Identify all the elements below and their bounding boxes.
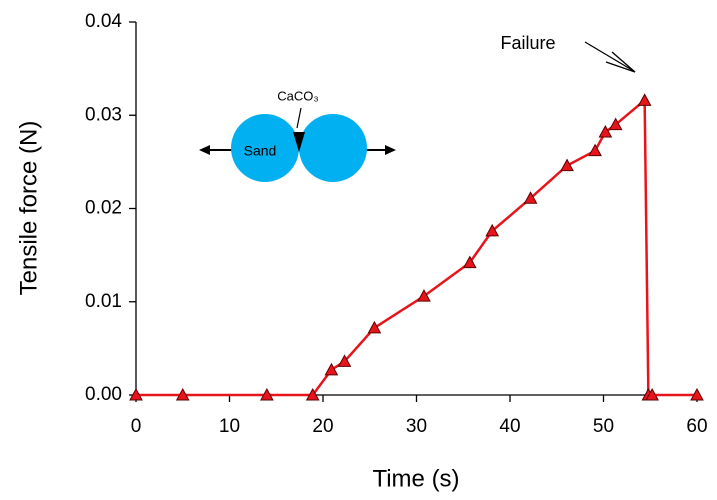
marker [367,320,382,334]
leader-line [296,107,302,129]
y-tick-label: 0.01 [85,291,122,312]
failure-arrow [584,41,636,73]
marker [260,387,274,401]
marker [485,223,500,237]
marker [523,191,538,204]
marker [129,387,143,401]
marker [417,289,431,302]
arrowhead [385,145,396,155]
annotation: CaCO₃ [277,88,318,103]
inset-diagram: CaCO₃ Sand [199,88,396,182]
marker [608,117,623,131]
annotation: Sand [244,143,277,159]
series-line [136,97,697,397]
y-axis-label: Tensile force (N) [15,121,42,296]
x-tick-label: 0 [131,416,142,437]
marker [305,387,320,401]
x-tick-label: 30 [406,416,427,437]
arrowhead [605,51,636,73]
x-tick-label: 20 [312,416,333,437]
cement-bond [293,132,305,152]
annotation: Failure [500,33,555,53]
arrowhead [199,145,210,155]
sand-grain [299,114,367,182]
y-tick-label: 0.02 [85,198,122,219]
marker [324,362,339,376]
x-tick-label: 60 [686,416,707,437]
y-tick-label: 0.04 [85,11,122,32]
marker [175,387,190,401]
x-tick-label: 40 [499,416,520,437]
x-tick-label: 50 [593,416,614,437]
marker [645,387,659,401]
arrow-line [584,41,633,71]
y-tick-label: 0.03 [85,104,122,125]
marker [598,124,613,138]
marker [690,387,704,401]
x-axis-label: Time (s) [372,465,459,492]
marker [588,143,602,157]
x-tick-label: 10 [219,416,240,437]
y-tick-label: 0.00 [85,384,122,405]
marker [637,93,652,106]
marker [462,255,477,269]
marker [337,354,352,367]
sand-grain [231,114,299,182]
marker [560,158,574,172]
